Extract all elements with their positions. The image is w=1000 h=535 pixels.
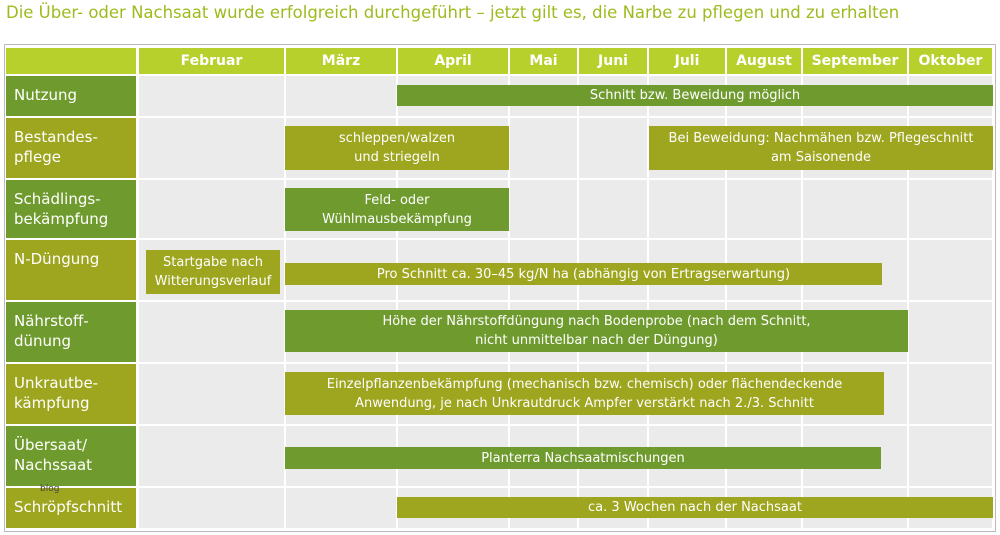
activity-bar: ca. 3 Wochen nach der Nachsaat xyxy=(397,497,993,518)
month-header: April xyxy=(398,48,508,74)
month-header: Juni xyxy=(579,48,647,74)
grid-cell xyxy=(139,488,284,528)
activity-bar: Bei Beweidung: Nachmähen bzw. Pflegeschn… xyxy=(649,126,993,170)
row-label: Schädlings- bekämpfung xyxy=(6,180,136,238)
grid-cell xyxy=(909,302,992,362)
grid-cell xyxy=(579,180,647,238)
row-label: Unkrautbe- kämpfung xyxy=(6,364,136,424)
grid-cell xyxy=(139,76,284,116)
grid-cell xyxy=(510,180,577,238)
row-label: Bestandes- pflege xyxy=(6,118,136,178)
grid-cell xyxy=(579,118,647,178)
grid-cell xyxy=(139,118,284,178)
row-label: Nutzung xyxy=(6,76,136,116)
title: Die Über- oder Nachsaat wurde erfolgreic… xyxy=(6,3,900,22)
grid-cell xyxy=(139,302,284,362)
grid-cell xyxy=(139,364,284,424)
activity-bar: Pro Schnitt ca. 30–45 kg/N ha (abhängig … xyxy=(285,263,882,285)
month-header: September xyxy=(803,48,907,74)
month-header: März xyxy=(286,48,396,74)
grid-cell xyxy=(909,180,992,238)
grid-cell xyxy=(510,118,577,178)
activity-bar: Planterra Nachsaatmischungen xyxy=(285,447,881,469)
grid-cell xyxy=(286,76,396,116)
activity-bar: Startgabe nach Witterungsverlauf xyxy=(146,250,280,294)
grid-cell xyxy=(139,426,284,486)
frame xyxy=(4,44,996,532)
row-label: Schröpfschnitt xyxy=(6,488,136,528)
grid-cell xyxy=(649,180,725,238)
activity-bar: Feld- oder Wühlmausbekämpfung xyxy=(285,188,509,231)
month-header: Juli xyxy=(649,48,725,74)
activity-bar: schleppen/walzen und striegeln xyxy=(285,126,509,170)
grid-cell xyxy=(727,180,801,238)
watermark: blog xyxy=(40,484,60,494)
grid-cell xyxy=(909,240,992,300)
row-label: Übersaat/ Nachssaat xyxy=(6,426,136,486)
grid-cell xyxy=(909,364,992,424)
header-cell xyxy=(6,48,136,74)
activity-bar: Höhe der Nährstoffdüngung nach Bodenprob… xyxy=(285,310,908,352)
grid-cell xyxy=(909,426,992,486)
month-header: Februar xyxy=(139,48,284,74)
month-header: August xyxy=(727,48,801,74)
activity-bar: Einzelpflanzenbekämpfung (mechanisch bzw… xyxy=(285,372,884,415)
row-label: N-Düngung xyxy=(6,240,136,300)
month-header: Mai xyxy=(510,48,577,74)
activity-bar: Schnitt bzw. Beweidung möglich xyxy=(397,85,993,106)
grid-cell xyxy=(803,180,907,238)
row-label: Nährstoff- dünung xyxy=(6,302,136,362)
month-header: Oktober xyxy=(909,48,992,74)
grid-cell xyxy=(286,488,396,528)
grid-cell xyxy=(139,180,284,238)
